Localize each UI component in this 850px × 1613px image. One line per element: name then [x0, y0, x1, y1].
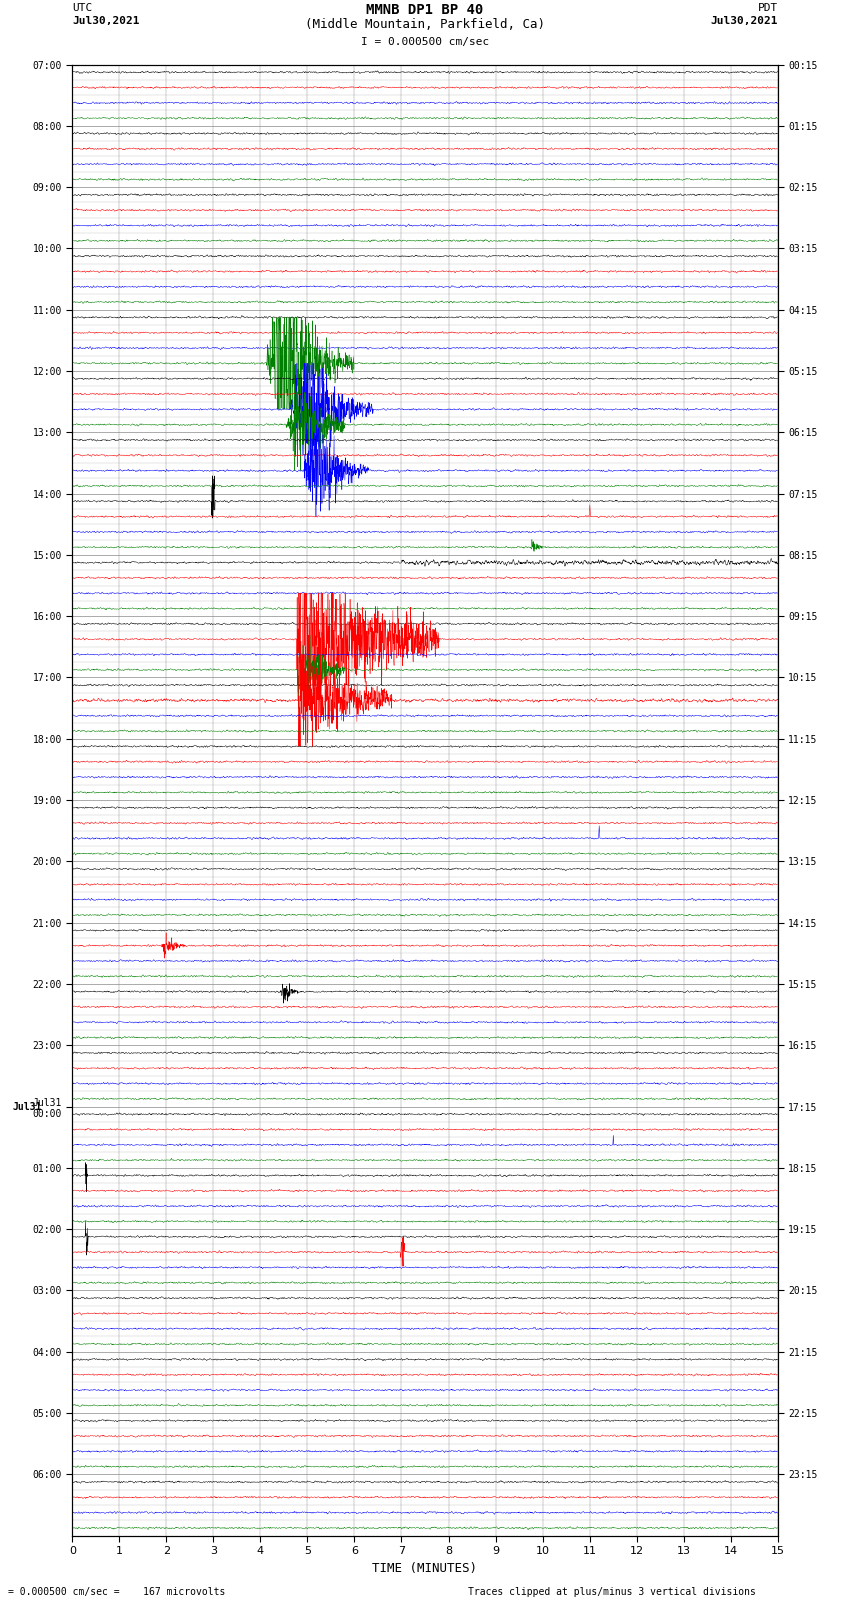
Text: MMNB DP1 BP 40: MMNB DP1 BP 40 — [366, 3, 484, 18]
Text: UTC: UTC — [72, 3, 93, 13]
Text: PDT: PDT — [757, 3, 778, 13]
Text: (Middle Mountain, Parkfield, Ca): (Middle Mountain, Parkfield, Ca) — [305, 18, 545, 31]
Text: Jul30,2021: Jul30,2021 — [711, 16, 778, 26]
Text: Jul31: Jul31 — [13, 1102, 42, 1111]
Text: Jul30,2021: Jul30,2021 — [72, 16, 139, 26]
Text: = 0.000500 cm/sec =    167 microvolts: = 0.000500 cm/sec = 167 microvolts — [8, 1587, 226, 1597]
X-axis label: TIME (MINUTES): TIME (MINUTES) — [372, 1561, 478, 1574]
Text: I = 0.000500 cm/sec: I = 0.000500 cm/sec — [361, 37, 489, 47]
Text: Traces clipped at plus/minus 3 vertical divisions: Traces clipped at plus/minus 3 vertical … — [468, 1587, 756, 1597]
